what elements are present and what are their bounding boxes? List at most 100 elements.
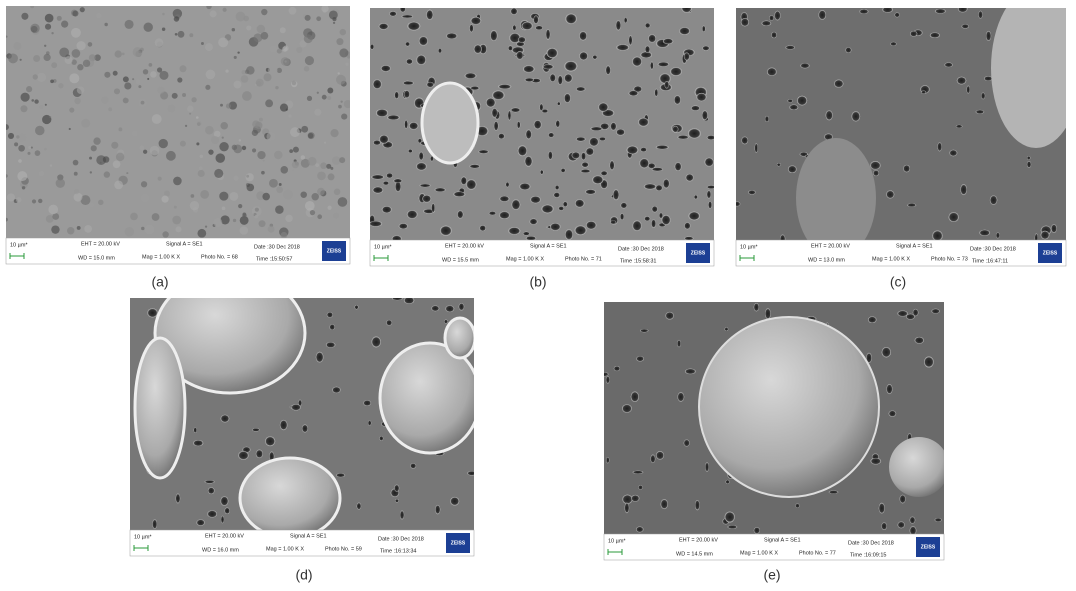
pore	[205, 480, 215, 483]
panel-caption: (a)	[151, 274, 168, 290]
texture	[16, 197, 22, 203]
pore	[383, 181, 389, 185]
pore	[565, 14, 576, 24]
pore	[419, 152, 424, 161]
pore	[543, 64, 554, 69]
pore	[492, 91, 504, 100]
texture	[206, 70, 216, 80]
texture	[223, 8, 227, 12]
pore	[656, 145, 669, 149]
texture	[305, 56, 314, 65]
texture	[51, 225, 59, 233]
pore	[402, 15, 414, 18]
pore	[616, 20, 621, 30]
texture	[172, 216, 181, 225]
texture	[50, 164, 52, 166]
pore	[895, 13, 900, 18]
pore	[522, 22, 533, 30]
texture	[59, 47, 69, 57]
pore	[508, 110, 511, 120]
pore	[665, 312, 674, 320]
texture	[252, 206, 262, 216]
texture	[69, 73, 79, 83]
texture	[83, 60, 90, 67]
pore	[702, 46, 709, 51]
texture	[205, 43, 213, 51]
pore	[526, 236, 536, 240]
pore	[696, 93, 706, 101]
info-mag: Mag = 1.00 K X	[266, 546, 304, 552]
texture	[147, 78, 149, 80]
pore	[606, 66, 611, 75]
texture	[206, 4, 211, 9]
pore	[616, 44, 629, 50]
texture	[292, 169, 294, 171]
pore	[526, 129, 532, 139]
texture	[296, 47, 302, 53]
pore	[640, 329, 648, 332]
texture	[285, 215, 292, 222]
texture	[246, 25, 251, 30]
pore	[702, 26, 705, 32]
micrograph-panel: 10 µm*EHT = 20.00 kVWD = 13.0 mmSignal A…	[734, 0, 1076, 266]
texture	[61, 21, 68, 28]
pore	[197, 519, 205, 525]
pore	[640, 52, 652, 58]
pore	[913, 309, 919, 316]
pore	[601, 171, 608, 176]
texture	[279, 183, 282, 186]
pore	[518, 145, 527, 156]
pore	[907, 203, 916, 207]
pore	[629, 35, 632, 45]
texture	[205, 226, 207, 228]
pore	[406, 59, 413, 64]
texture	[30, 24, 39, 33]
pore	[586, 221, 597, 229]
texture	[133, 47, 143, 57]
texture	[262, 193, 270, 201]
texture	[141, 227, 144, 230]
texture	[263, 160, 265, 162]
pore	[627, 146, 639, 154]
pore	[677, 340, 681, 347]
texture	[317, 214, 322, 219]
pore	[1027, 161, 1031, 168]
texture	[265, 99, 273, 107]
pore	[829, 491, 839, 494]
pore	[395, 91, 399, 99]
texture	[301, 126, 308, 133]
pore	[467, 471, 476, 475]
pore	[540, 104, 544, 111]
texture	[242, 91, 252, 101]
pore	[789, 105, 798, 110]
info-date: Date :30 Dec 2018	[618, 246, 664, 252]
texture	[339, 157, 345, 163]
texture	[143, 216, 145, 218]
pore	[638, 118, 649, 127]
texture	[115, 50, 122, 57]
texture	[152, 114, 162, 124]
texture	[14, 142, 18, 146]
pore	[379, 436, 383, 441]
info-scale: 10 µm*	[10, 242, 28, 248]
pore	[373, 79, 382, 89]
pore	[900, 495, 906, 504]
pore	[652, 206, 658, 212]
sphere	[380, 343, 480, 453]
info-photo: Photo No. = 77	[799, 550, 836, 556]
texture	[17, 171, 27, 181]
pore	[547, 48, 558, 58]
texture	[242, 213, 247, 218]
pore	[238, 451, 249, 460]
pore	[523, 232, 530, 236]
pore	[644, 184, 656, 189]
pore	[958, 5, 968, 12]
texture	[261, 9, 267, 15]
texture	[293, 147, 299, 153]
texture	[166, 151, 176, 161]
texture	[111, 142, 118, 149]
info-eht: EHT = 20.00 kV	[679, 537, 718, 543]
pore	[651, 219, 656, 228]
pore	[932, 230, 942, 241]
texture	[329, 11, 338, 20]
